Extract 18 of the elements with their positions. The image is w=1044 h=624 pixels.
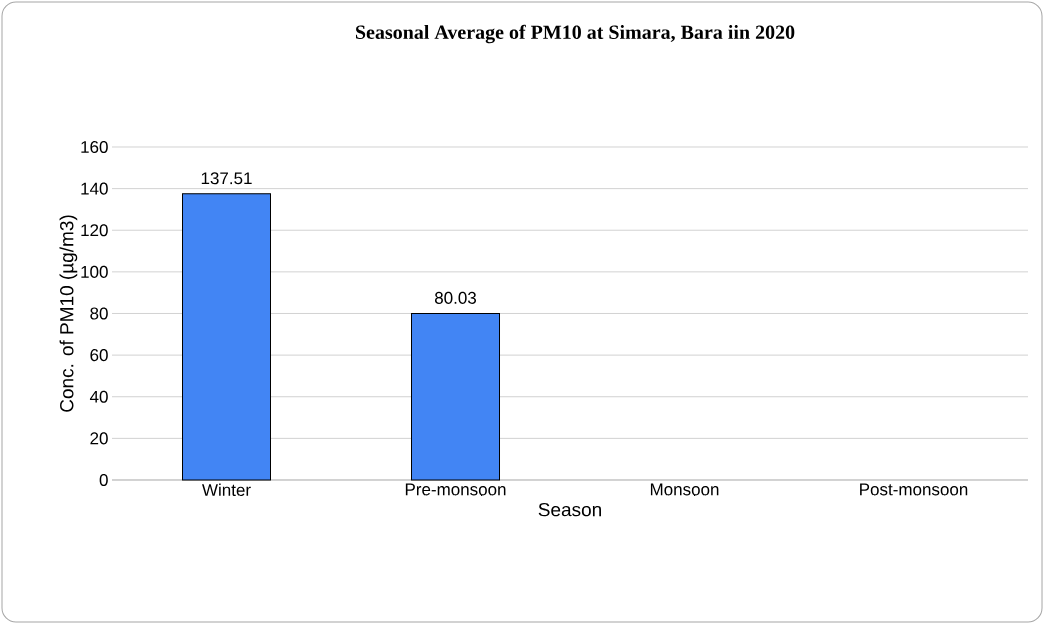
x-tick-label: Monsoon (650, 483, 719, 496)
chart-title: Seasonal Average of PM10 at Simara, Bara iin 2020 (356, 24, 795, 44)
x-tick-label: Post-monsoon (860, 483, 968, 496)
y-tick-label: 20 (90, 432, 108, 445)
data-label: 80.03 (434, 291, 477, 304)
y-tick-label: 120 (81, 224, 108, 237)
y-axis-title: Conc. of PM10 (µg/m3) (59, 215, 78, 412)
data-label: 137.51 (201, 172, 252, 185)
y-tick-label: 60 (90, 349, 108, 362)
y-tick-label: 80 (90, 307, 108, 320)
y-tick-label: 0 (99, 473, 108, 487)
y-tick-label: 40 (89, 390, 108, 403)
x-axis-title: Season (538, 502, 601, 517)
x-tick-label: Pre-monsoon (405, 483, 506, 496)
y-tick-label: 140 (81, 182, 108, 195)
x-tick-label: Winter (202, 483, 251, 497)
y-tick-label: 100 (81, 265, 108, 278)
y-tick-label: 160 (81, 140, 108, 154)
